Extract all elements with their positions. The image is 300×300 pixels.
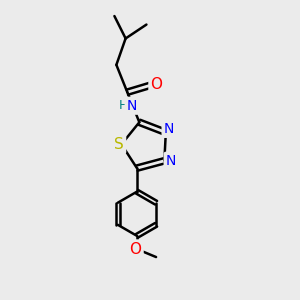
Text: S: S xyxy=(114,137,124,152)
Text: O: O xyxy=(130,242,142,256)
Text: N: N xyxy=(164,122,174,136)
Text: N: N xyxy=(166,154,176,168)
Text: N: N xyxy=(127,99,137,113)
Text: H: H xyxy=(118,99,128,112)
Text: O: O xyxy=(151,77,163,92)
